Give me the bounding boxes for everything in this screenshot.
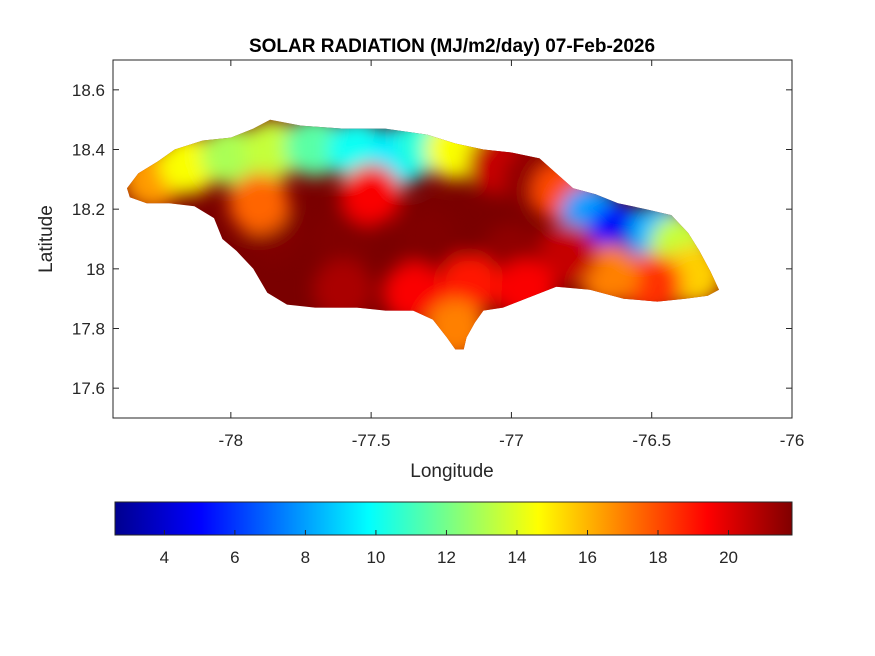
- y-tick-label: 18: [86, 260, 105, 279]
- field-sample-27: [313, 259, 374, 320]
- x-tick-label: -77: [499, 431, 524, 450]
- x-tick-label: -76: [780, 431, 805, 450]
- colorbar: [114, 501, 793, 536]
- field-sample-25: [228, 173, 289, 234]
- colorbar-tick-label: 8: [301, 548, 310, 567]
- x-axis-label: Longitude: [410, 461, 493, 482]
- colorbar-tick-label: 16: [578, 548, 597, 567]
- axes-frame: [112, 59, 793, 419]
- y-tick-label: 18.2: [72, 200, 105, 219]
- colorbar-tick-label: 20: [719, 548, 738, 567]
- field-sample-28: [383, 262, 444, 323]
- field-sample-22: [397, 209, 458, 269]
- y-tick-label: 18.6: [72, 81, 105, 100]
- field-blobs: [127, 119, 719, 350]
- y-axis-label: Latitude: [36, 205, 57, 273]
- colorbar-tick-label: 18: [649, 548, 668, 567]
- colorbar-ticks: 4 6 8 10 12 14 16 18 20: [160, 530, 738, 567]
- colorbar-tick-label: 6: [230, 548, 239, 567]
- y-tick-label: 17.8: [72, 320, 105, 339]
- chart-title: SOLAR RADIATION (MJ/m2/day) 07-Feb-2026: [249, 36, 655, 57]
- field-sample-26: [341, 164, 402, 225]
- x-tick-label: -78: [219, 431, 244, 450]
- colorbar-tick-label: 10: [366, 548, 385, 567]
- y-tick-label: 17.6: [72, 379, 105, 398]
- y-tick-label: 18.4: [72, 141, 105, 160]
- field-sample-20: [537, 223, 598, 284]
- y-axis-ticks: 17.6 17.8 18 18.2 18.4 18.6: [72, 81, 792, 398]
- colorbar-tick-label: 12: [437, 548, 456, 567]
- x-tick-label: -77.5: [352, 431, 391, 450]
- colorbar-tick-label: 14: [508, 548, 527, 567]
- colorbar-tick-label: 4: [160, 548, 169, 567]
- x-tick-label: -76.5: [632, 431, 671, 450]
- field-sample-23: [313, 209, 374, 269]
